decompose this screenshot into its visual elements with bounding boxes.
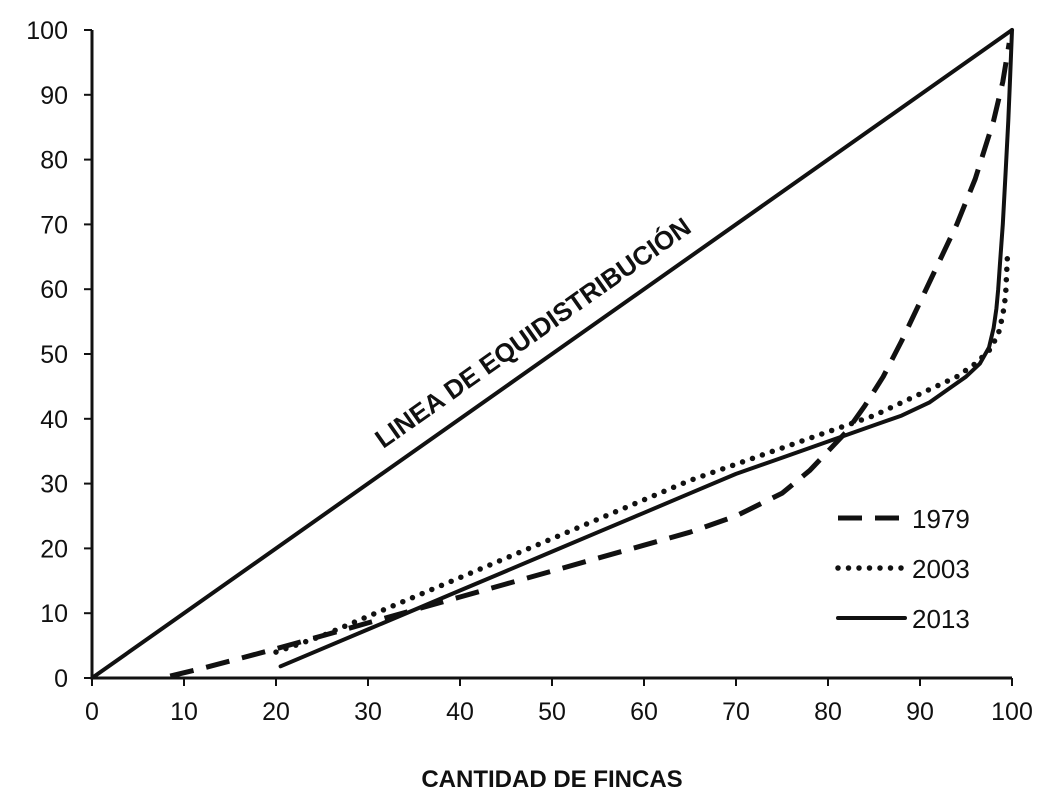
- x-tick-label: 70: [722, 698, 750, 726]
- x-axis-ticks: 0 10 20 30 40 50 60 70 80 90 100: [85, 678, 1033, 726]
- equidistribution-line-group: [90, 28, 1014, 680]
- legend-item-2013: 2013: [836, 604, 970, 634]
- series-group: [169, 28, 1014, 679]
- x-axis-label: CANTIDAD DE FINCAS: [421, 766, 682, 793]
- legend-item-2003: 2003: [835, 554, 970, 584]
- x-tick-label: 40: [446, 698, 474, 726]
- y-tick-label: 80: [40, 147, 68, 175]
- x-tick-label: 60: [630, 698, 658, 726]
- y-tick-label: 90: [40, 82, 68, 110]
- legend: 1979 2003 2013: [835, 504, 970, 634]
- y-tick-label: 10: [40, 600, 68, 628]
- series-line-2013: [278, 28, 1014, 669]
- y-tick-label: 20: [40, 535, 68, 563]
- x-tick-label: 30: [354, 698, 382, 726]
- y-axis-ticks: 0 10 20 30 40 50 60 70 80 90 100: [26, 17, 92, 693]
- x-tick-label: 100: [991, 698, 1033, 726]
- legend-label-2003: 2003: [912, 554, 970, 584]
- x-tick-label: 20: [262, 698, 290, 726]
- x-tick-label: 0: [85, 698, 99, 726]
- equidistribution-annotation: LINEA DE EQUIDISTRIBUCIÓN: [369, 211, 696, 454]
- legend-label-2013: 2013: [912, 604, 970, 634]
- x-tick-label: 80: [814, 698, 842, 726]
- x-tick-label: 90: [906, 698, 934, 726]
- series-line-1979: [169, 42, 1012, 679]
- series-line-2003: [273, 254, 1011, 655]
- y-tick-label: 60: [40, 276, 68, 304]
- y-tick-label: 50: [40, 341, 68, 369]
- y-tick-label: 40: [40, 406, 68, 434]
- x-tick-label: 50: [538, 698, 566, 726]
- y-tick-label: 70: [40, 211, 68, 239]
- y-tick-label: 100: [26, 17, 68, 45]
- equidistribution-line: [90, 28, 1014, 680]
- x-tick-label: 10: [170, 698, 198, 726]
- y-tick-label: 0: [54, 665, 68, 693]
- y-tick-label: 30: [40, 471, 68, 499]
- legend-item-1979: 1979: [838, 504, 970, 534]
- legend-label-1979: 1979: [912, 504, 970, 534]
